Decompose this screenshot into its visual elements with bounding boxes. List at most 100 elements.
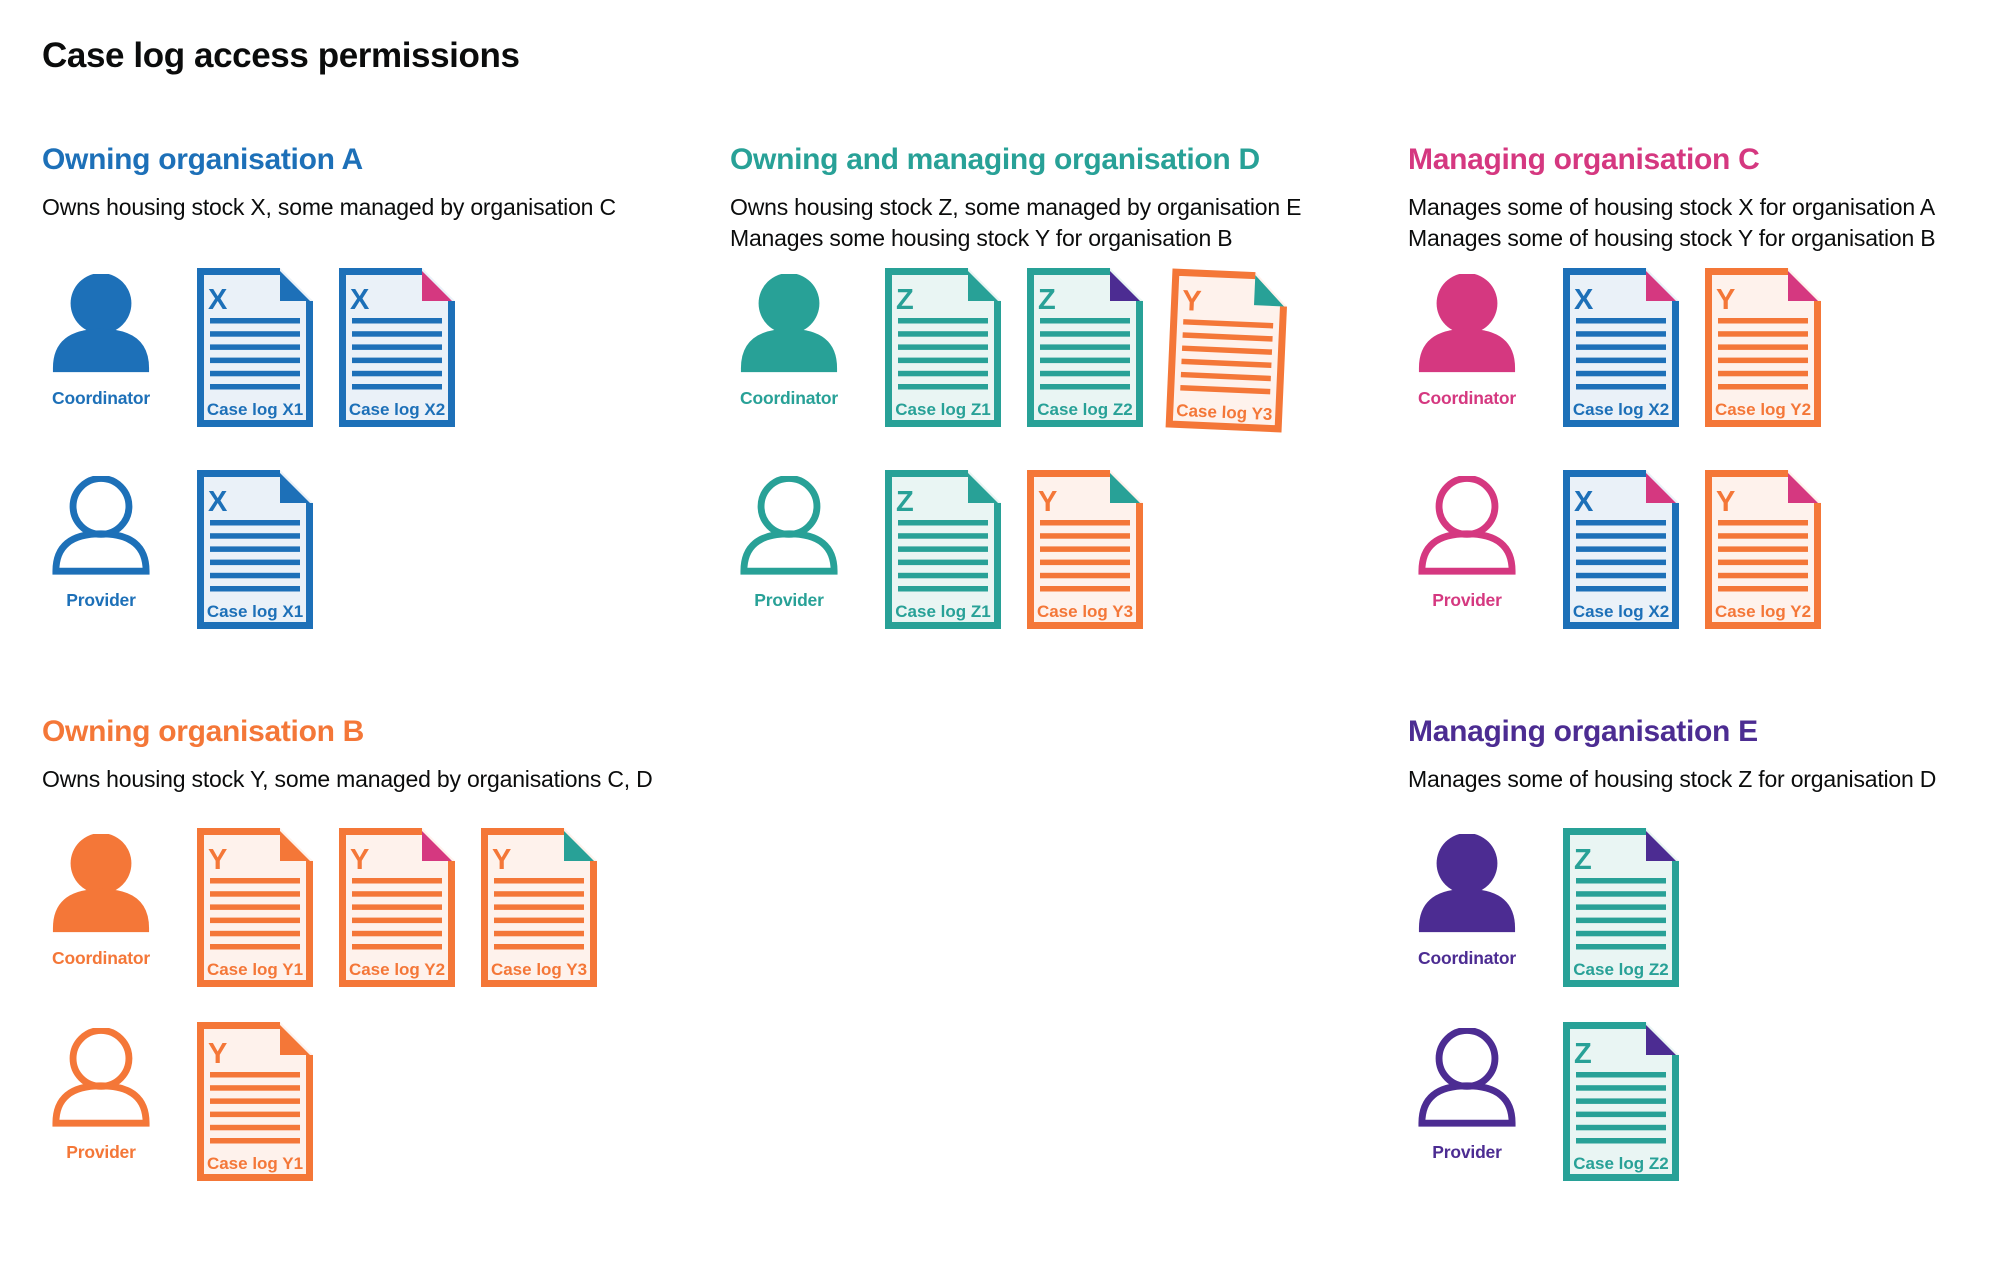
document-text-line (352, 318, 442, 324)
document-text-line (1576, 891, 1666, 897)
document-text-line (210, 891, 300, 897)
document-text-line (1040, 344, 1130, 350)
document-text-line (210, 1098, 300, 1104)
document-text-line (1576, 344, 1666, 350)
folded-corner-icon (1110, 473, 1140, 503)
stock-letter: Z (1038, 284, 1056, 316)
coordinator-icon (740, 274, 838, 373)
section-owning-organisation-a: Owning organisation A Owns housing stock… (42, 142, 732, 702)
document-text-line (210, 520, 300, 526)
provider-icon (1418, 476, 1516, 575)
document-text-line (1040, 357, 1130, 364)
coordinator-row: Coordinator Z Case log Z2 (1408, 828, 1679, 987)
case-log-label: Case log X1 (207, 602, 303, 621)
section-description: Owns housing stock Z, some managed by or… (730, 192, 1420, 254)
provider-icon (52, 1028, 150, 1127)
document-text-line (210, 944, 300, 950)
stock-letter: X (350, 284, 370, 316)
case-log-documents: X Case log X1 (197, 470, 313, 629)
case-log-documents: Y Case log Y1 Y Case log Y2 Y Case log Y3 (197, 828, 597, 987)
document-text-line (898, 357, 988, 364)
section-rows: Coordinator Z Case log Z1 Z Case log Z2 Y Case… (730, 142, 1420, 702)
document-text-line (1576, 1124, 1666, 1131)
document-text-line (1040, 559, 1130, 566)
document-text-line (210, 357, 300, 364)
case-log-document: X Case log X2 (1563, 268, 1679, 427)
stock-letter: X (208, 486, 228, 518)
section-description-line: Owns housing stock X, some managed by or… (42, 194, 616, 220)
case-log-label: Case log Y3 (491, 960, 587, 979)
coordinator-figure: Coordinator (42, 268, 160, 409)
case-log-document-icon: Y Case log Y2 (1705, 470, 1821, 629)
document-text-line (352, 331, 442, 337)
document-border (1563, 268, 1679, 427)
case-log-document: Y Case log Y2 (339, 828, 455, 987)
section-heading: Owning organisation B (42, 715, 365, 748)
document-text-line (898, 572, 988, 579)
provider-figure: Provider (730, 470, 848, 611)
case-log-document-icon: X Case log X2 (1563, 268, 1679, 427)
document-text-line (210, 331, 300, 337)
folded-corner-icon (1110, 271, 1140, 301)
provider-row: Provider X Case log X1 (42, 470, 313, 629)
page-title: Case log access permissions (42, 36, 520, 75)
case-log-label: Case log Z1 (895, 602, 990, 621)
document-text-line (1180, 385, 1271, 395)
document-text-line (1718, 559, 1808, 566)
case-log-document-icon: Z Case log Z2 (1027, 268, 1143, 427)
stock-letter: X (208, 284, 228, 316)
stock-letter: Y (208, 844, 227, 876)
document-text-line (210, 344, 300, 350)
section-rows: Coordinator Y Case log Y1 Y Case log Y2 Y Case… (42, 714, 732, 1274)
section-description-line: Manages some of housing stock Y for orga… (1408, 225, 1936, 251)
document-text-line (1576, 318, 1666, 324)
document-text-line (1040, 520, 1130, 526)
role-label: Provider (66, 590, 136, 610)
case-log-document: Z Case log Z1 (885, 268, 1001, 427)
document-text-line (1576, 930, 1666, 937)
stock-letter: Y (350, 844, 369, 876)
document-text-line (1576, 917, 1666, 924)
case-log-label: Case log X2 (349, 400, 445, 419)
document-border (1165, 268, 1287, 433)
document-border (197, 1022, 313, 1181)
document-text-line (1182, 332, 1273, 342)
case-log-label: Case log Y1 (207, 960, 303, 979)
case-log-document: Y Case log Y1 (197, 828, 313, 987)
document-text-line (1576, 357, 1666, 364)
document-text-line (210, 904, 300, 910)
document-text-line (1181, 345, 1273, 355)
document-text-line (494, 904, 584, 910)
document-text-line (210, 1085, 300, 1091)
folded-corner-icon (968, 473, 998, 503)
folded-corner-icon (1254, 275, 1284, 307)
case-log-document: Y Case log Y3 (1165, 268, 1289, 433)
section-rows: Coordinator X Case log X2 Y Case log Y2 Provi… (1408, 142, 2000, 702)
document-text-line (210, 586, 300, 592)
document-text-line (352, 370, 442, 377)
folded-corner-icon (280, 271, 310, 301)
document-text-line (1040, 318, 1130, 324)
case-log-document-icon: Y Case log Y2 (339, 828, 455, 987)
case-log-document: Z Case log Z1 (885, 470, 1001, 629)
section-owning-and-managing-organisation-d: Owning and managing organisation D Owns … (730, 142, 1420, 702)
coordinator-row: Coordinator X Case log X1 X Case log X2 (42, 268, 455, 427)
role-label: Provider (1432, 1142, 1502, 1162)
document-border (1027, 470, 1143, 629)
role-label: Coordinator (1418, 388, 1516, 408)
document-border (197, 828, 313, 987)
section-description-line: Manages some of housing stock X for orga… (1408, 194, 1935, 220)
document-border (481, 828, 597, 987)
case-log-label: Case log Y1 (207, 1154, 303, 1173)
section-heading: Owning organisation A (42, 143, 363, 176)
coordinator-figure: Coordinator (1408, 828, 1526, 969)
document-text-line (898, 559, 988, 566)
folded-corner-icon (422, 271, 452, 301)
folded-corner-icon (564, 831, 594, 861)
section-description: Owns housing stock X, some managed by or… (42, 192, 732, 223)
provider-row: Provider Z Case log Z1 Y Case log Y3 (730, 470, 1143, 629)
document-text-line (1576, 1072, 1666, 1078)
document-text-line (210, 572, 300, 579)
folded-corner-icon (1646, 831, 1676, 861)
